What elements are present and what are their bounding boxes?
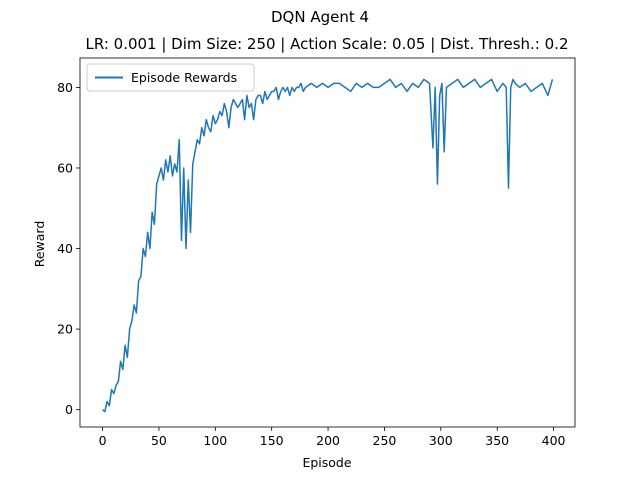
x-tick-label: 200 — [316, 433, 340, 448]
y-axis-label: Reward — [32, 221, 47, 268]
x-tick-label: 100 — [203, 433, 227, 448]
x-tick-label: 50 — [151, 433, 167, 448]
y-tick-label: 40 — [57, 241, 73, 256]
chart-title: LR: 0.001 | Dim Size: 250 | Action Scale… — [86, 35, 569, 53]
y-tick-label: 80 — [57, 80, 73, 95]
y-tick-label: 60 — [57, 160, 73, 175]
legend-label: Episode Rewards — [131, 70, 237, 85]
x-tick-label: 0 — [99, 433, 107, 448]
x-axis-label: Episode — [302, 455, 351, 470]
x-tick-label: 300 — [429, 433, 453, 448]
series-line-0 — [102, 78, 554, 413]
x-tick-label: 350 — [485, 433, 509, 448]
legend: Episode Rewards — [86, 63, 255, 92]
x-tick-label: 400 — [542, 433, 566, 448]
axes-frame — [79, 57, 576, 428]
y-tick-label: 20 — [57, 322, 73, 337]
x-tick-label: 250 — [373, 433, 397, 448]
plot-area: 0 50 100 150 200 250 300 350 400 0 20 40 60 80 — [57, 57, 576, 448]
x-tick-label: 150 — [260, 433, 284, 448]
legend-box — [86, 63, 255, 92]
suptitle: DQN Agent 4 — [271, 8, 369, 26]
y-tick-label: 0 — [65, 402, 73, 417]
